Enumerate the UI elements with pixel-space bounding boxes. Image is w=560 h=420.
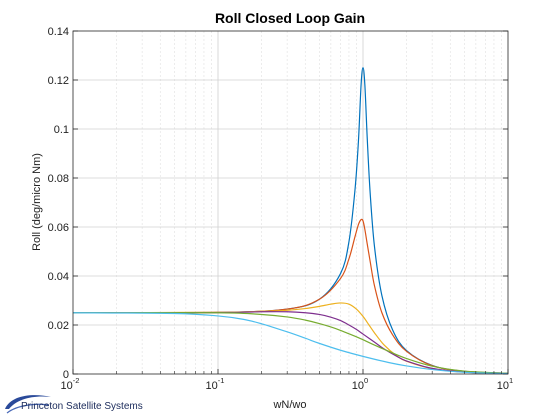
x-tick-exponent: 1: [509, 376, 513, 385]
series-lines: [72, 67, 509, 375]
axis-ticks: 10-2 10-1 100 10100.020.040.060.080.10.120.…: [48, 26, 514, 392]
logo-text: Princeton Satellite Systems: [21, 401, 143, 412]
company-logo: [5, 395, 51, 414]
plot-frame: [72, 30, 509, 375]
x-tick-exponent: -1: [218, 376, 225, 385]
logo-orbit: [6, 403, 50, 414]
y-tick-label: 0.12: [48, 75, 69, 87]
x-axis-label: wN/wo: [272, 399, 306, 411]
series-line-2: [72, 218, 509, 374]
y-tick-label: 0.02: [48, 320, 69, 332]
y-tick-label: 0: [63, 369, 69, 381]
y-tick-label: 0.1: [54, 124, 69, 136]
grid: [73, 31, 508, 374]
series-line-6: [72, 312, 509, 375]
series-line-5: [72, 312, 509, 374]
y-tick-label: 0.14: [48, 26, 69, 38]
chart-title: Roll Closed Loop Gain: [215, 10, 365, 26]
y-tick-label: 0.04: [48, 271, 69, 283]
y-axis-label: Roll (deg/micro Nm): [31, 153, 43, 251]
series-line-4: [72, 311, 509, 375]
logo-swoosh: [5, 395, 51, 409]
y-tick-label: 0.06: [48, 222, 69, 234]
y-tick-label: 0.08: [48, 173, 69, 185]
x-tick-exponent: 0: [364, 376, 368, 385]
x-tick-exponent: -2: [73, 376, 80, 385]
